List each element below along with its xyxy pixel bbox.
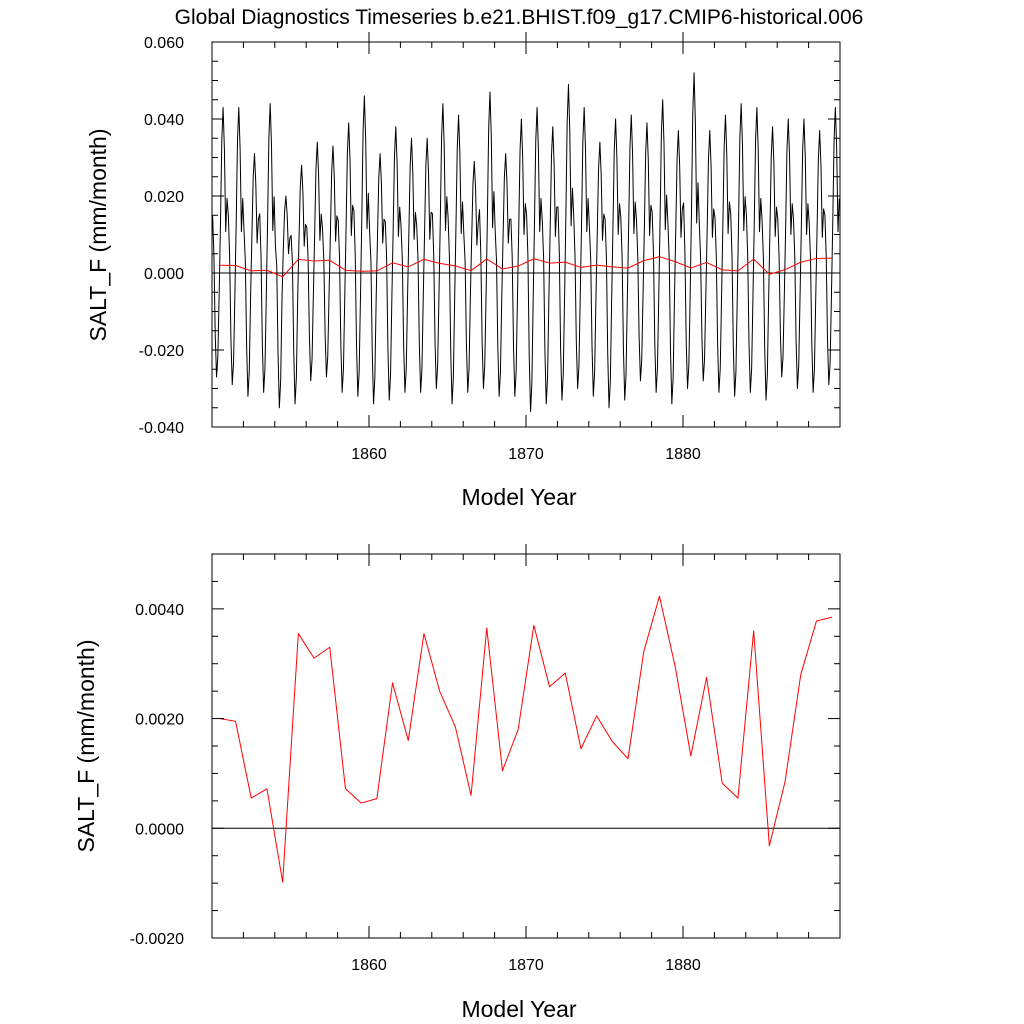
figure-title: Global Diagnostics Timeseries b.e21.BHIS… <box>175 6 864 29</box>
axis-ticks <box>212 544 840 938</box>
timeseries-panel-monthly: 1860 1870 1880 -0.040 -0.020 0.000 0.020 0.040 0… <box>85 32 841 510</box>
y-tick-label: -0.0020 <box>130 931 184 948</box>
tick-labels: 1860 1870 1880 -0.040 -0.020 0.000 0.020 0.040 0… <box>139 35 701 463</box>
timeseries-panel-annual: 1860 1870 1880 -0.0020 0.0000 0.0020 0.0040 SA… <box>73 544 841 1022</box>
y-tick-label: 0.060 <box>144 35 184 52</box>
plot-frame <box>211 553 841 939</box>
x-tick-label: 1870 <box>508 446 544 463</box>
y-tick-label: 0.040 <box>144 112 184 129</box>
series-line-monthly <box>212 72 840 413</box>
y-axis-label: SALT_F (mm/month) <box>73 640 99 853</box>
y-tick-label: 0.0000 <box>135 821 184 838</box>
y-tick-label: 0.000 <box>144 266 184 283</box>
x-axis-label: Model Year <box>461 484 576 510</box>
x-tick-label: 1860 <box>351 957 387 974</box>
x-tick-label: 1870 <box>508 957 544 974</box>
x-axis-label: Model Year <box>461 996 576 1022</box>
axis-ticks <box>212 32 840 427</box>
plot-frame <box>211 41 841 428</box>
series-group <box>219 595 833 883</box>
x-tick-label: 1880 <box>665 446 701 463</box>
y-tick-label: -0.020 <box>139 343 184 360</box>
tick-labels: 1860 1870 1880 -0.0020 0.0000 0.0020 0.0040 <box>130 602 701 974</box>
series-group <box>212 72 840 413</box>
y-axis-label: SALT_F (mm/month) <box>85 129 111 342</box>
y-tick-label: 0.020 <box>144 189 184 206</box>
y-tick-label: -0.040 <box>139 420 184 437</box>
x-tick-label: 1860 <box>351 446 387 463</box>
x-tick-label: 1880 <box>665 957 701 974</box>
series-line-annual-mean <box>219 595 833 883</box>
y-tick-label: 0.0020 <box>135 712 184 729</box>
series-line-annual-mean <box>219 256 833 278</box>
y-tick-label: 0.0040 <box>135 602 184 619</box>
